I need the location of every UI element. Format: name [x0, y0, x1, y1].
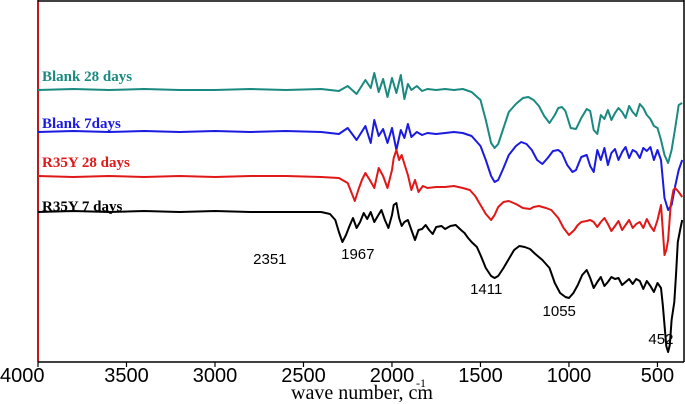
x-tick-label: 1500 [458, 365, 503, 387]
series-group [37, 72, 684, 353]
series-line-1 [37, 119, 684, 211]
series-label-0: Blank 28 days [42, 69, 132, 85]
peak-label: 452 [648, 331, 673, 348]
peak-annotations: 2351 1967 1411 1055 452 [253, 246, 673, 348]
peak-label: 2351 [253, 251, 286, 268]
series-line-3 [37, 202, 684, 353]
series-label-1: Blank 7days [42, 116, 121, 132]
x-tick-label: 500 [641, 365, 674, 387]
x-tick-label: 3000 [193, 365, 238, 387]
x-tick-label: 2500 [281, 365, 326, 387]
x-tick-label: 3500 [104, 365, 149, 387]
x-axis-title-superscript: -1 [416, 376, 426, 390]
series-line-0 [37, 72, 683, 164]
x-tick-label: 2000 [370, 365, 415, 387]
peak-label: 1967 [341, 246, 374, 263]
x-axis-ticks: 4000 3500 3000 2500 2000 1500 1000 500 [0, 362, 674, 387]
peak-label: 1055 [543, 303, 576, 320]
x-tick-label: 1000 [547, 365, 592, 387]
plot-frame-group [37, 0, 685, 363]
x-tick-label: 4000 [0, 365, 45, 387]
peak-label: 1411 [470, 281, 502, 298]
series-labels: Blank 28 days Blank 7days R35Y 28 days R35Y… [42, 69, 132, 215]
x-axis-title: wave number, cm [291, 382, 433, 404]
series-line-2 [37, 149, 684, 256]
series-label-3: R35Y 7 days [42, 199, 122, 215]
series-label-2: R35Y 28 days [42, 155, 130, 171]
